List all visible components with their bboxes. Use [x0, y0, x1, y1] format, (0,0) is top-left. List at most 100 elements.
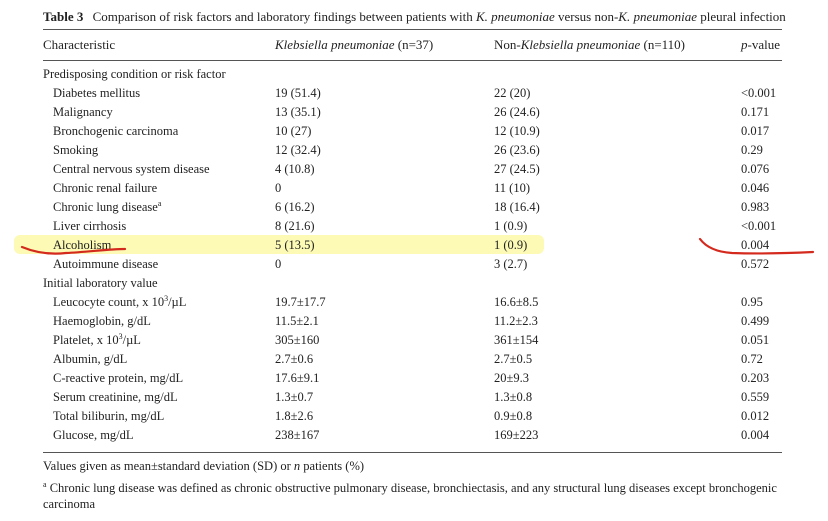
p-value: 0.203	[741, 371, 770, 385]
klebsiella-value: 19 (51.4)	[275, 86, 321, 100]
row-label: Leucocyte count, x 103/µL	[53, 293, 187, 309]
klebsiella-value: 5 (13.5)	[275, 238, 315, 252]
table-row: Liver cirrhosis 8 (21.6) 1 (0.9) <0.001	[0, 217, 828, 236]
row-label: Diabetes mellitus	[53, 86, 141, 100]
column-header-p-value: p-value	[741, 37, 780, 52]
klebsiella-value: 1.8±2.6	[275, 409, 314, 423]
klebsiella-value: 0	[275, 257, 282, 271]
klebsiella-value: 12 (32.4)	[275, 143, 321, 157]
row-label: Haemoglobin, g/dL	[53, 314, 151, 328]
section-heading-lab-values: Initial laboratory value	[43, 276, 158, 290]
table-row: Autoimmune disease 0 3 (2.7) 0.572	[0, 255, 828, 274]
non-klebsiella-value: 11.2±2.3	[494, 314, 538, 328]
table-row: Diabetes mellitus 19 (51.4) 22 (20) <0.001	[0, 84, 828, 103]
klebsiella-value: 11.5±2.1	[275, 314, 319, 328]
footnote-values: Values given as mean±standard deviation …	[43, 459, 365, 473]
non-klebsiella-value: 0.9±0.8	[494, 409, 533, 423]
row-label: Albumin, g/dL	[53, 352, 128, 366]
column-header-klebsiella: Klebsiella pneumoniae (n=37)	[275, 37, 434, 52]
table-row: Leucocyte count, x 103/µL 19.7±17.7 16.6±8…	[0, 293, 828, 312]
non-klebsiella-value: 20±9.3	[494, 371, 529, 385]
alcoholism-highlight	[14, 235, 544, 254]
table-row: Serum creatinine, mg/dL 1.3±0.7 1.3±0.8 0.5…	[0, 388, 828, 407]
non-klebsiella-value: 16.6±8.5	[494, 295, 539, 309]
table-row: Platelet, x 103/µL 305±160 361±154 0.051	[0, 331, 828, 350]
p-value: 0.017	[741, 124, 770, 138]
table-row: Glucose, mg/dL 238±167 169±223 0.004	[0, 426, 828, 445]
row-label: C-reactive protein, mg/dL	[53, 371, 184, 385]
non-klebsiella-value: 11 (10)	[494, 181, 530, 195]
non-klebsiella-value: 27 (24.5)	[494, 162, 540, 176]
column-header-non-klebsiella: Non-Klebsiella pneumoniae (n=110)	[494, 37, 685, 52]
row-label: Smoking	[53, 143, 99, 157]
p-value: 0.983	[741, 200, 770, 214]
row-label: Autoimmune disease	[53, 257, 159, 271]
p-value: <0.001	[741, 86, 777, 100]
p-value: 0.171	[741, 105, 770, 119]
row-label: Total biliburin, mg/dL	[53, 409, 165, 423]
table-row: C-reactive protein, mg/dL 17.6±9.1 20±9.3 0…	[0, 369, 828, 388]
p-value: 0.29	[741, 143, 763, 157]
klebsiella-value: 2.7±0.6	[275, 352, 314, 366]
footnote-a: a Chronic lung disease was defined as ch…	[43, 479, 777, 511]
non-klebsiella-value: 26 (24.6)	[494, 105, 540, 119]
non-klebsiella-value: 26 (23.6)	[494, 143, 540, 157]
non-klebsiella-value: 18 (16.4)	[494, 200, 540, 214]
klebsiella-value: 238±167	[275, 428, 320, 442]
row-label: Serum creatinine, mg/dL	[53, 390, 178, 404]
klebsiella-value: 6 (16.2)	[275, 200, 315, 214]
row-label: Chronic renal failure	[53, 181, 158, 195]
klebsiella-value: 305±160	[275, 333, 320, 347]
klebsiella-value: 19.7±17.7	[275, 295, 326, 309]
table-row: Bronchogenic carcinoma 10 (27) 12 (10.9) 0.…	[0, 122, 828, 141]
table-row: Total biliburin, mg/dL 1.8±2.6 0.9±0.8 0.01…	[0, 407, 828, 426]
table-row: Haemoglobin, g/dL 11.5±2.1 11.2±2.3 0.499	[0, 312, 828, 331]
non-klebsiella-value: 1 (0.9)	[494, 219, 528, 233]
klebsiella-value: 10 (27)	[275, 124, 312, 138]
p-value: 0.004	[741, 428, 770, 442]
p-value: 0.051	[741, 333, 770, 347]
p-value: 0.076	[741, 162, 770, 176]
table-row: Albumin, g/dL 2.7±0.6 2.7±0.5 0.72	[0, 350, 828, 369]
non-klebsiella-value: 2.7±0.5	[494, 352, 533, 366]
non-klebsiella-value: 1.3±0.8	[494, 390, 533, 404]
klebsiella-value: 0	[275, 181, 282, 195]
column-header-characteristic: Characteristic	[43, 37, 116, 52]
table-header-rule	[43, 60, 782, 61]
p-value: 0.572	[741, 257, 770, 271]
table-row: Malignancy 13 (35.1) 26 (24.6) 0.171	[0, 103, 828, 122]
row-label: Glucose, mg/dL	[53, 428, 134, 442]
p-value: 0.72	[741, 352, 763, 366]
p-value: 0.95	[741, 295, 763, 309]
p-value: 0.004	[741, 238, 770, 252]
non-klebsiella-value: 3 (2.7)	[494, 257, 528, 271]
row-label: Chronic lung diseasea	[53, 198, 162, 214]
row-label: Bronchogenic carcinoma	[53, 124, 179, 138]
pen-underline-left	[20, 245, 127, 255]
row-label: Alcoholism	[53, 238, 112, 252]
table-caption: Table 3 Comparison of risk factors and l…	[43, 9, 786, 24]
non-klebsiella-value: 22 (20)	[494, 86, 531, 100]
p-value: <0.001	[741, 219, 777, 233]
table-bottom-rule	[43, 452, 782, 453]
table-row: Smoking 12 (32.4) 26 (23.6) 0.29	[0, 141, 828, 160]
klebsiella-value: 4 (10.8)	[275, 162, 315, 176]
table-number: Table 3	[43, 9, 84, 24]
p-value: 0.499	[741, 314, 770, 328]
table-row: Alcoholism 5 (13.5) 1 (0.9) 0.004	[0, 236, 828, 255]
row-label: Malignancy	[53, 105, 113, 119]
p-value: 0.559	[741, 390, 770, 404]
table-row: Central nervous system disease 4 (10.8) 27…	[0, 160, 828, 179]
table-row: Chronic renal failure 0 11 (10) 0.046	[0, 179, 828, 198]
row-label: Platelet, x 103/µL	[53, 331, 141, 347]
non-klebsiella-value: 1 (0.9)	[494, 238, 528, 252]
klebsiella-value: 8 (21.6)	[275, 219, 315, 233]
row-label: Central nervous system disease	[53, 162, 210, 176]
p-value: 0.012	[741, 409, 770, 423]
non-klebsiella-value: 361±154	[494, 333, 539, 347]
pen-underline-right	[698, 237, 815, 255]
table-row: Chronic lung diseasea 6 (16.2) 18 (16.4) 0.…	[0, 198, 828, 217]
row-label: Liver cirrhosis	[53, 219, 127, 233]
non-klebsiella-value: 169±223	[494, 428, 539, 442]
